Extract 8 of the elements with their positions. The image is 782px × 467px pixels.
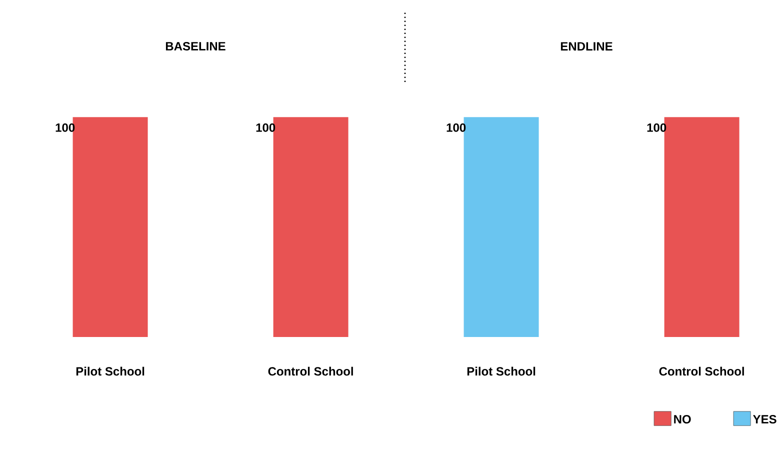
chart-title: ENDLINE — [560, 42, 612, 50]
x-tick-label: Control School — [659, 366, 744, 376]
chart-title: BASELINE — [166, 42, 226, 50]
x-tick-label: Control School — [268, 366, 353, 376]
x-tick-label: Pilot School — [76, 366, 144, 376]
legend-label: YES — [752, 415, 776, 424]
legend-label: NO — [674, 415, 691, 424]
x-tick-label: Pilot School — [467, 366, 536, 376]
